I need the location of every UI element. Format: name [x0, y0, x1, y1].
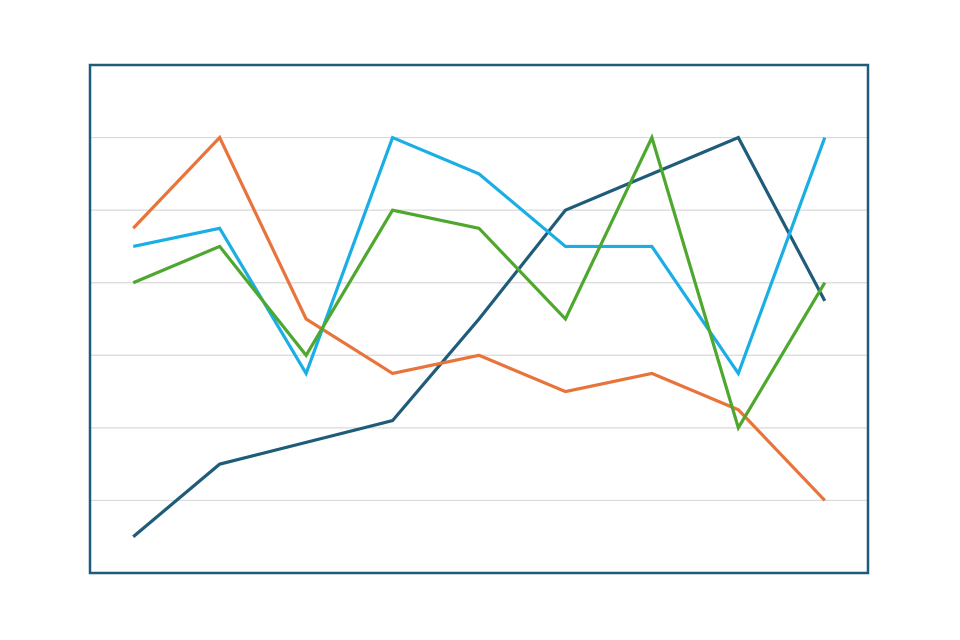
series-line	[132, 134, 826, 502]
series-line	[132, 133, 827, 432]
plot-frame	[88, 63, 870, 575]
series-line	[132, 135, 827, 538]
